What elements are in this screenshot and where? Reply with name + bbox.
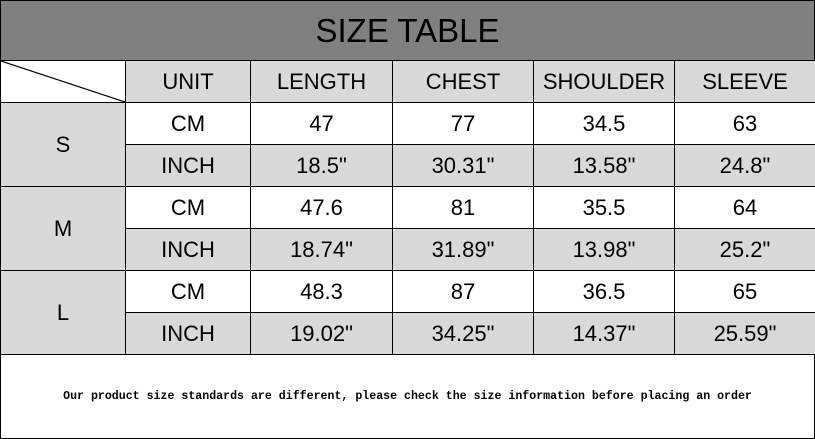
value-cell: 63 — [674, 102, 815, 145]
value-cell: 30.31" — [392, 144, 534, 187]
table-row: INCH 18.74" 31.89" 13.98" 25.2" — [1, 228, 815, 271]
value-cell: 13.98" — [533, 228, 675, 271]
value-cell: 19.02" — [250, 312, 393, 355]
value-cell: 31.89" — [392, 228, 534, 271]
size-label: S — [0, 102, 126, 187]
value-cell: 47.6 — [250, 186, 393, 229]
table-row: L CM 48.3 87 36.5 65 — [0, 270, 815, 355]
value-cell: 65 — [674, 270, 815, 313]
value-cell: 87 — [392, 270, 534, 313]
table-row: M CM 47.6 81 35.5 64 — [0, 186, 815, 271]
unit-cell: INCH — [125, 312, 251, 355]
footer-note: Our product size standards are different… — [0, 354, 815, 439]
table-row: INCH 18.5" 30.31" 13.58" 24.8" — [1, 144, 815, 187]
value-cell: 14.37" — [533, 312, 675, 355]
header-sleeve: SLEEVE — [674, 60, 815, 103]
unit-cell: CM — [125, 270, 251, 313]
value-cell: 77 — [392, 102, 534, 145]
header-unit: UNIT — [125, 60, 251, 103]
value-cell: 64 — [674, 186, 815, 229]
value-cell: 36.5 — [533, 270, 675, 313]
value-cell: 18.74" — [250, 228, 393, 271]
value-cell: 34.25" — [392, 312, 534, 355]
unit-cell: INCH — [125, 228, 251, 271]
value-cell: 35.5 — [533, 186, 675, 229]
value-cell: 25.59" — [674, 312, 815, 355]
unit-cell: CM — [125, 102, 251, 145]
value-cell: 34.5 — [533, 102, 675, 145]
size-label: L — [0, 270, 126, 355]
value-cell: 25.2" — [674, 228, 815, 271]
table-row: S CM 47 77 34.5 63 — [0, 102, 815, 187]
unit-cell: INCH — [125, 144, 251, 187]
header-row: UNIT LENGTH CHEST SHOULDER SLEEVE — [0, 60, 815, 103]
corner-cell — [0, 60, 126, 103]
unit-cell: CM — [125, 186, 251, 229]
value-cell: 47 — [250, 102, 393, 145]
size-label: M — [0, 186, 126, 271]
value-cell: 13.58" — [533, 144, 675, 187]
value-cell: 48.3 — [250, 270, 393, 313]
table-title: SIZE TABLE — [0, 0, 815, 61]
value-cell: 24.8" — [674, 144, 815, 187]
header-chest: CHEST — [392, 60, 534, 103]
size-table: UNIT LENGTH CHEST SHOULDER SLEEVE S CM 47 7… — [0, 60, 815, 355]
value-cell: 81 — [392, 186, 534, 229]
value-cell: 18.5" — [250, 144, 393, 187]
header-shoulder: SHOULDER — [533, 60, 675, 103]
header-length: LENGTH — [250, 60, 393, 103]
